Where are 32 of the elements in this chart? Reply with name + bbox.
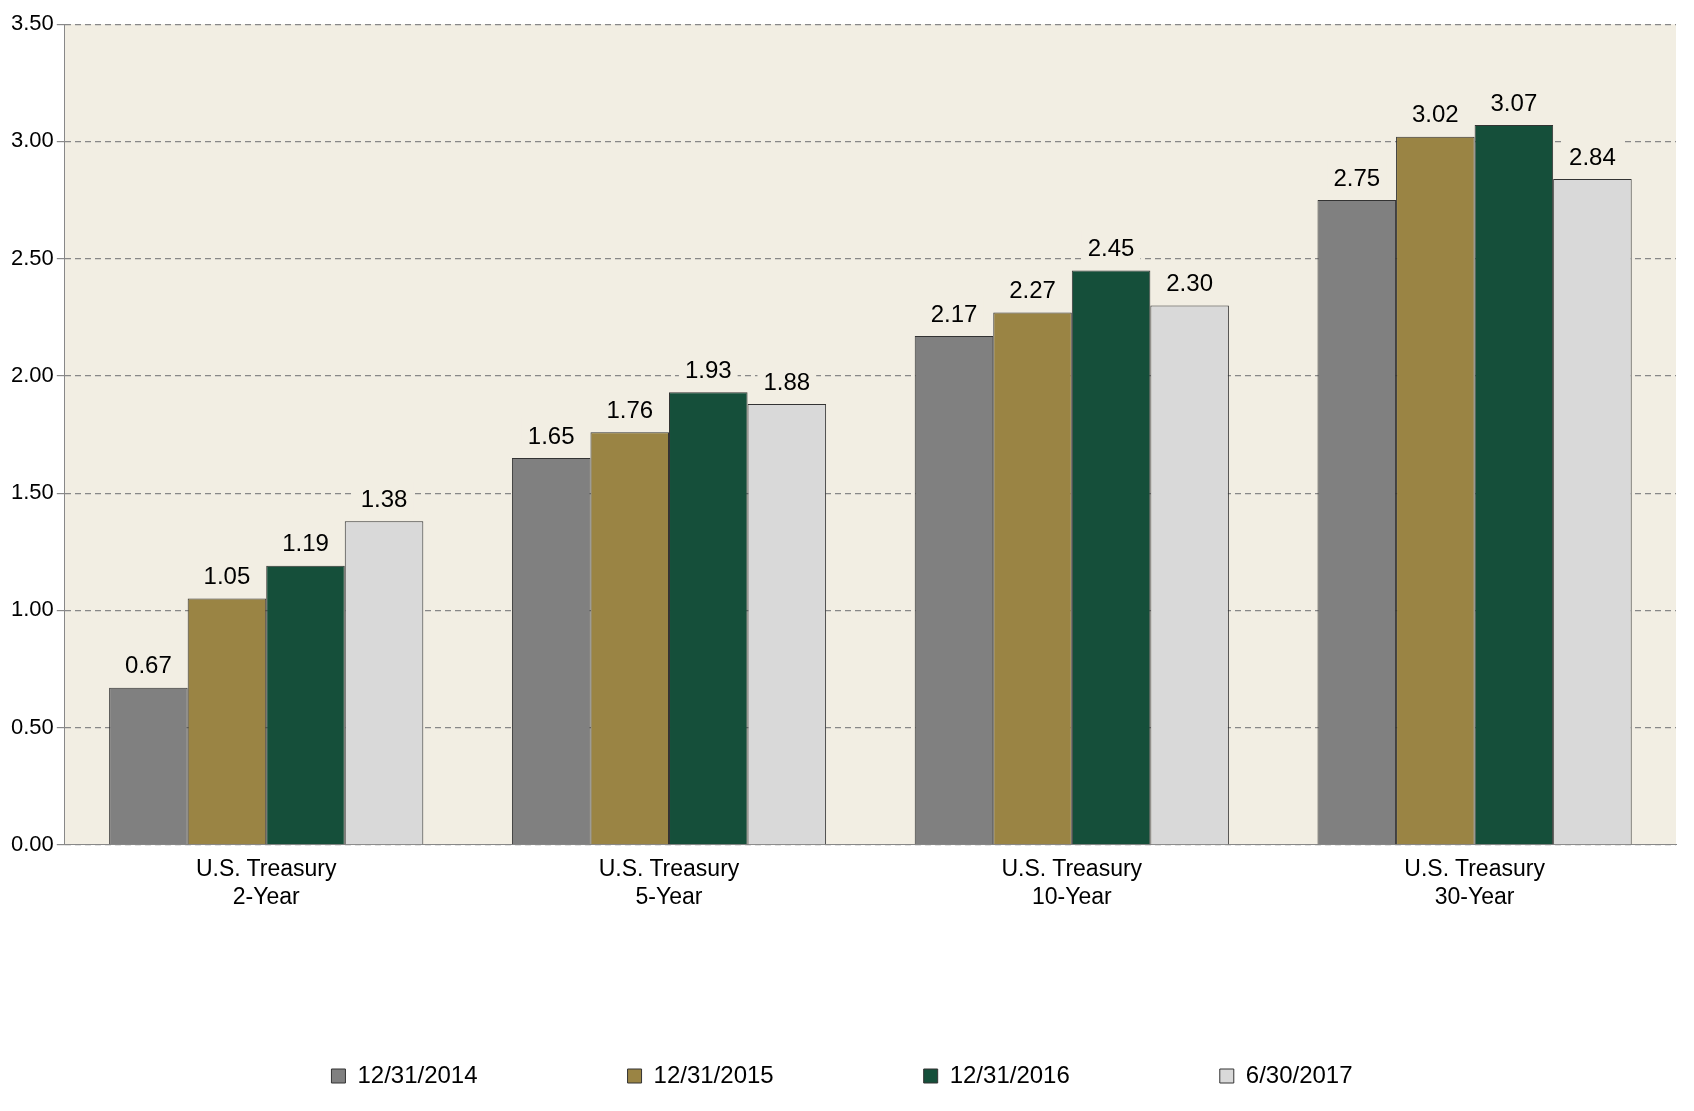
x-tick-label: U.S. Treasury 2-Year	[195, 854, 338, 909]
data-label: 1.93	[684, 355, 732, 383]
data-label: 2.45	[1087, 234, 1135, 262]
data-label: 2.84	[1569, 142, 1616, 170]
legend-label: 12/31/2015	[653, 1060, 774, 1088]
y-tick-label: 1.50	[10, 479, 54, 505]
x-tick-label: U.S. Treasury 30-Year	[1404, 854, 1546, 909]
data-label: 1.76	[606, 395, 654, 423]
y-tick-label: 3.50	[10, 10, 54, 36]
y-tick-label: 3.00	[10, 127, 54, 153]
data-label: 0.67	[125, 651, 172, 679]
data-label: 2.27	[1009, 276, 1056, 304]
legend-label: 12/31/2016	[949, 1060, 1070, 1088]
x-tick-label: U.S. Treasury 5-Year	[598, 854, 740, 909]
legend-label: 6/30/2017	[1245, 1060, 1353, 1088]
y-tick-label: 1.00	[10, 596, 54, 622]
data-label: 2.17	[930, 299, 978, 327]
y-tick-label: 2.00	[10, 361, 54, 387]
x-tick-label: U.S. Treasury 10-Year	[1001, 854, 1143, 909]
data-label: 1.19	[282, 529, 329, 557]
data-label: 1.38	[360, 484, 408, 512]
y-tick-label: 0.50	[10, 713, 54, 739]
data-label: 3.02	[1411, 100, 1459, 128]
data-label: 1.65	[527, 421, 575, 449]
data-label: 3.07	[1490, 88, 1538, 116]
data-label: 2.30	[1166, 269, 1213, 297]
legend-label: 12/31/2014	[357, 1060, 478, 1088]
data-label: 1.05	[203, 562, 251, 590]
data-label: 1.88	[763, 367, 811, 395]
data-label: 2.75	[1333, 163, 1381, 191]
y-tick-label: 0.00	[10, 830, 54, 856]
y-tick-label: 2.50	[10, 244, 54, 270]
